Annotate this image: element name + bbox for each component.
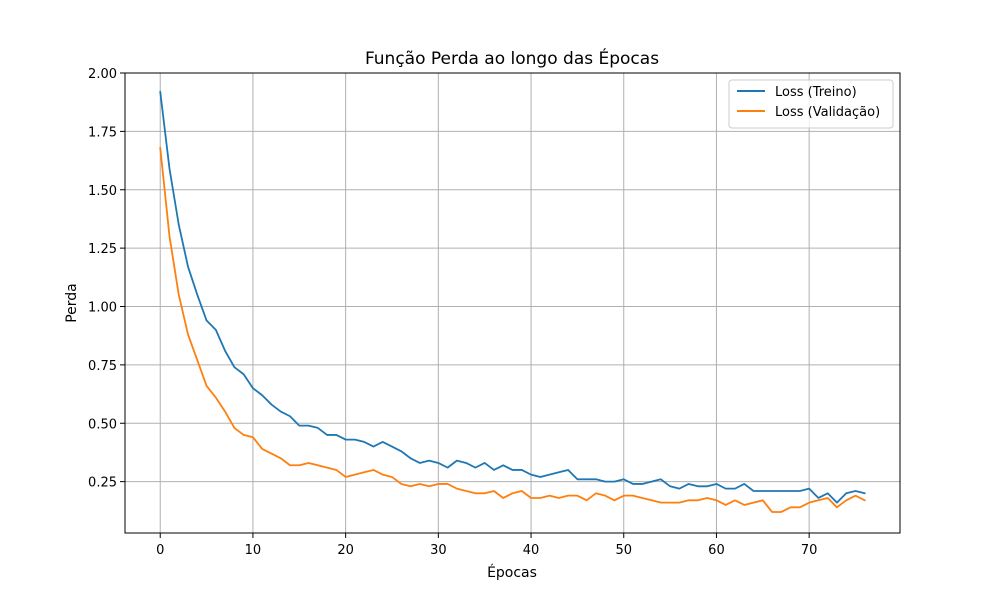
y-tick-label: 0.50 <box>88 417 117 432</box>
x-tick-label: 20 <box>337 543 354 558</box>
series-line-validacao <box>159 146 866 513</box>
y-tick-label: 0.25 <box>88 476 117 491</box>
y-tick-label: 1.00 <box>88 301 117 316</box>
x-tick-label: 30 <box>430 543 447 558</box>
grid-layer <box>125 72 900 533</box>
y-tick-label: 1.25 <box>88 242 117 257</box>
plot-frame <box>124 72 901 534</box>
legend-box <box>728 79 894 129</box>
y-tick-label: 1.75 <box>88 125 117 140</box>
legend: Loss (Treino) Loss (Validação) <box>728 79 894 129</box>
ticks-layer: 0 10 20 30 40 50 60 70 0.25 0.50 0.75 1.00 1.25 1.50 1… <box>88 67 817 558</box>
legend-label-treino: Loss (Treino) <box>775 85 857 100</box>
series-layer <box>159 90 866 513</box>
legend-label-validacao: Loss (Validação) <box>775 105 880 120</box>
y-tick-label: 1.50 <box>88 184 117 199</box>
x-tick-label: 10 <box>245 543 262 558</box>
x-tick-label: 0 <box>156 543 164 558</box>
x-tick-label: 60 <box>708 543 725 558</box>
series-line-treino <box>159 90 866 504</box>
y-axis-label: Perda <box>64 283 80 323</box>
y-tick-label: 2.00 <box>88 67 117 82</box>
x-tick-label: 70 <box>801 543 818 558</box>
x-axis-label: Épocas <box>487 564 537 581</box>
x-tick-label: 40 <box>523 543 540 558</box>
x-tick-label: 50 <box>615 543 632 558</box>
chart-title: Função Perda ao longo das Épocas <box>365 47 659 69</box>
y-tick-label: 0.75 <box>88 359 117 374</box>
